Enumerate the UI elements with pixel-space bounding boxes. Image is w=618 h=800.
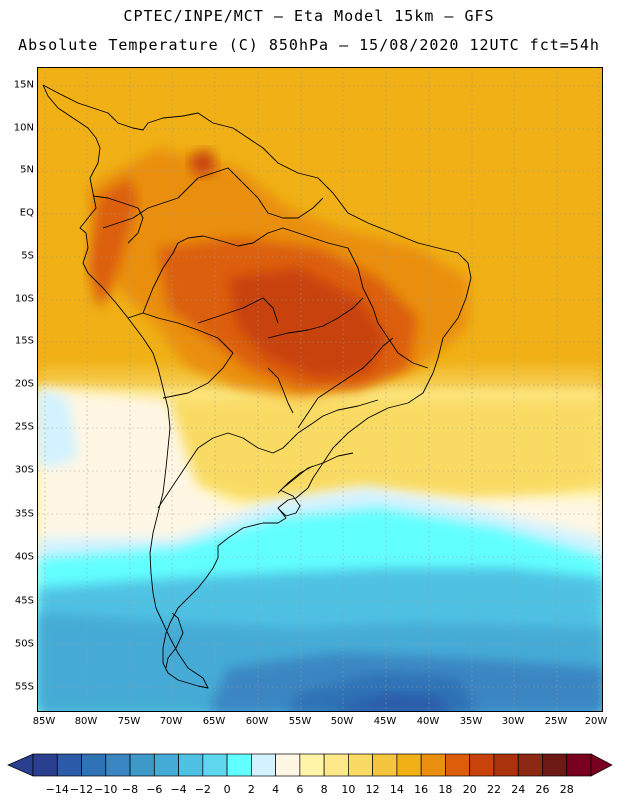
colorbar-label: −10 (94, 783, 118, 796)
lon-label: 80W (74, 716, 98, 727)
lon-label: 40W (416, 716, 440, 727)
lon-label: 85W (32, 716, 56, 727)
colorbar-swatch (348, 753, 374, 777)
colorbar-swatch (469, 753, 495, 777)
colorbar-swatch (275, 753, 301, 777)
colorbar-label: 4 (272, 783, 280, 796)
colorbar-swatch (372, 753, 398, 777)
colorbar-label: −8 (121, 783, 139, 796)
colorbar-label: 28 (559, 783, 574, 796)
lat-label: 10N (13, 122, 34, 134)
lat-label: 15S (14, 335, 34, 347)
colorbar-swatch (226, 753, 252, 777)
colorbar-label: 20 (462, 783, 477, 796)
colorbar-label: 12 (365, 783, 380, 796)
map-title-line-1: CPTEC/INPE/MCT – Eta Model 15km – GFS (123, 7, 495, 25)
colorbar-label: −4 (170, 783, 187, 796)
lon-label: 55W (288, 716, 312, 727)
lon-label: 50W (330, 716, 354, 727)
colorbar-label: −12 (69, 783, 94, 796)
lon-label: 20W (584, 716, 608, 727)
colorbar-label: 6 (296, 783, 304, 796)
colorbar-swatch (493, 753, 519, 777)
colorbar-label: 22 (486, 783, 501, 796)
lat-label: 50S (14, 638, 34, 650)
map-title-line-2: Absolute Temperature (C) 850hPa – 15/08/… (18, 36, 600, 54)
colorbar-swatch (250, 753, 276, 777)
colorbar-over-arrow (590, 753, 613, 777)
colorbar-swatch (566, 753, 592, 777)
colorbar-label: −6 (146, 783, 163, 796)
colorbar-swatch (129, 753, 155, 777)
colorbar-label: 24 (511, 783, 526, 796)
lat-label: 55S (14, 681, 34, 693)
colorbar-label: 16 (414, 783, 429, 796)
lon-label: 60W (245, 716, 269, 727)
colorbar-swatch (153, 753, 179, 777)
lon-label: 25W (544, 716, 568, 727)
lat-label: 20S (14, 378, 34, 390)
colorbar-swatch (542, 753, 568, 777)
colorbar-label: 18 (438, 783, 453, 796)
colorbar-label: 2 (247, 783, 255, 796)
lon-label: 35W (459, 716, 483, 727)
colorbar-label: 8 (320, 783, 328, 796)
colorbar-swatch (32, 753, 58, 777)
lat-label: 35S (14, 508, 34, 520)
lon-label: 45W (373, 716, 397, 727)
lat-label: 45S (14, 595, 34, 607)
colorbar-swatch (396, 753, 422, 777)
colorbar-label: 14 (389, 783, 404, 796)
color-scale-bar (7, 753, 613, 777)
colorbar-swatch (56, 753, 82, 777)
lon-label: 70W (159, 716, 183, 727)
colorbar-swatch (517, 753, 543, 777)
lat-label: 40S (14, 551, 34, 563)
colorbar-label: 26 (535, 783, 550, 796)
lon-label: 75W (117, 716, 141, 727)
colorbar-under-arrow (7, 753, 34, 777)
colorbar-swatch (105, 753, 131, 777)
lat-label: 30S (14, 464, 34, 476)
colorbar-label: 10 (341, 783, 356, 796)
lat-label: 25S (14, 421, 34, 433)
colorbar-label: 0 (223, 783, 231, 796)
lat-label: 5S (21, 250, 34, 262)
colorbar-swatch (178, 753, 204, 777)
colorbar-swatch (299, 753, 325, 777)
lat-label: 5N (20, 164, 34, 176)
colorbar-swatch (420, 753, 446, 777)
temperature-field (38, 68, 602, 711)
colorbar-swatch (445, 753, 471, 777)
temperature-map (37, 67, 603, 712)
lon-label: 65W (202, 716, 226, 727)
colorbar-label: −14 (45, 783, 69, 796)
colorbar-label: −2 (194, 783, 211, 796)
coastlines-and-borders (42, 84, 472, 689)
lat-label: 10S (14, 293, 34, 305)
lat-label: 15N (13, 79, 34, 91)
colorbar-swatch (81, 753, 107, 777)
colorbar-swatch (323, 753, 349, 777)
colorbar-swatch (202, 753, 228, 777)
lat-label: EQ (19, 207, 34, 219)
lon-label: 30W (501, 716, 525, 727)
